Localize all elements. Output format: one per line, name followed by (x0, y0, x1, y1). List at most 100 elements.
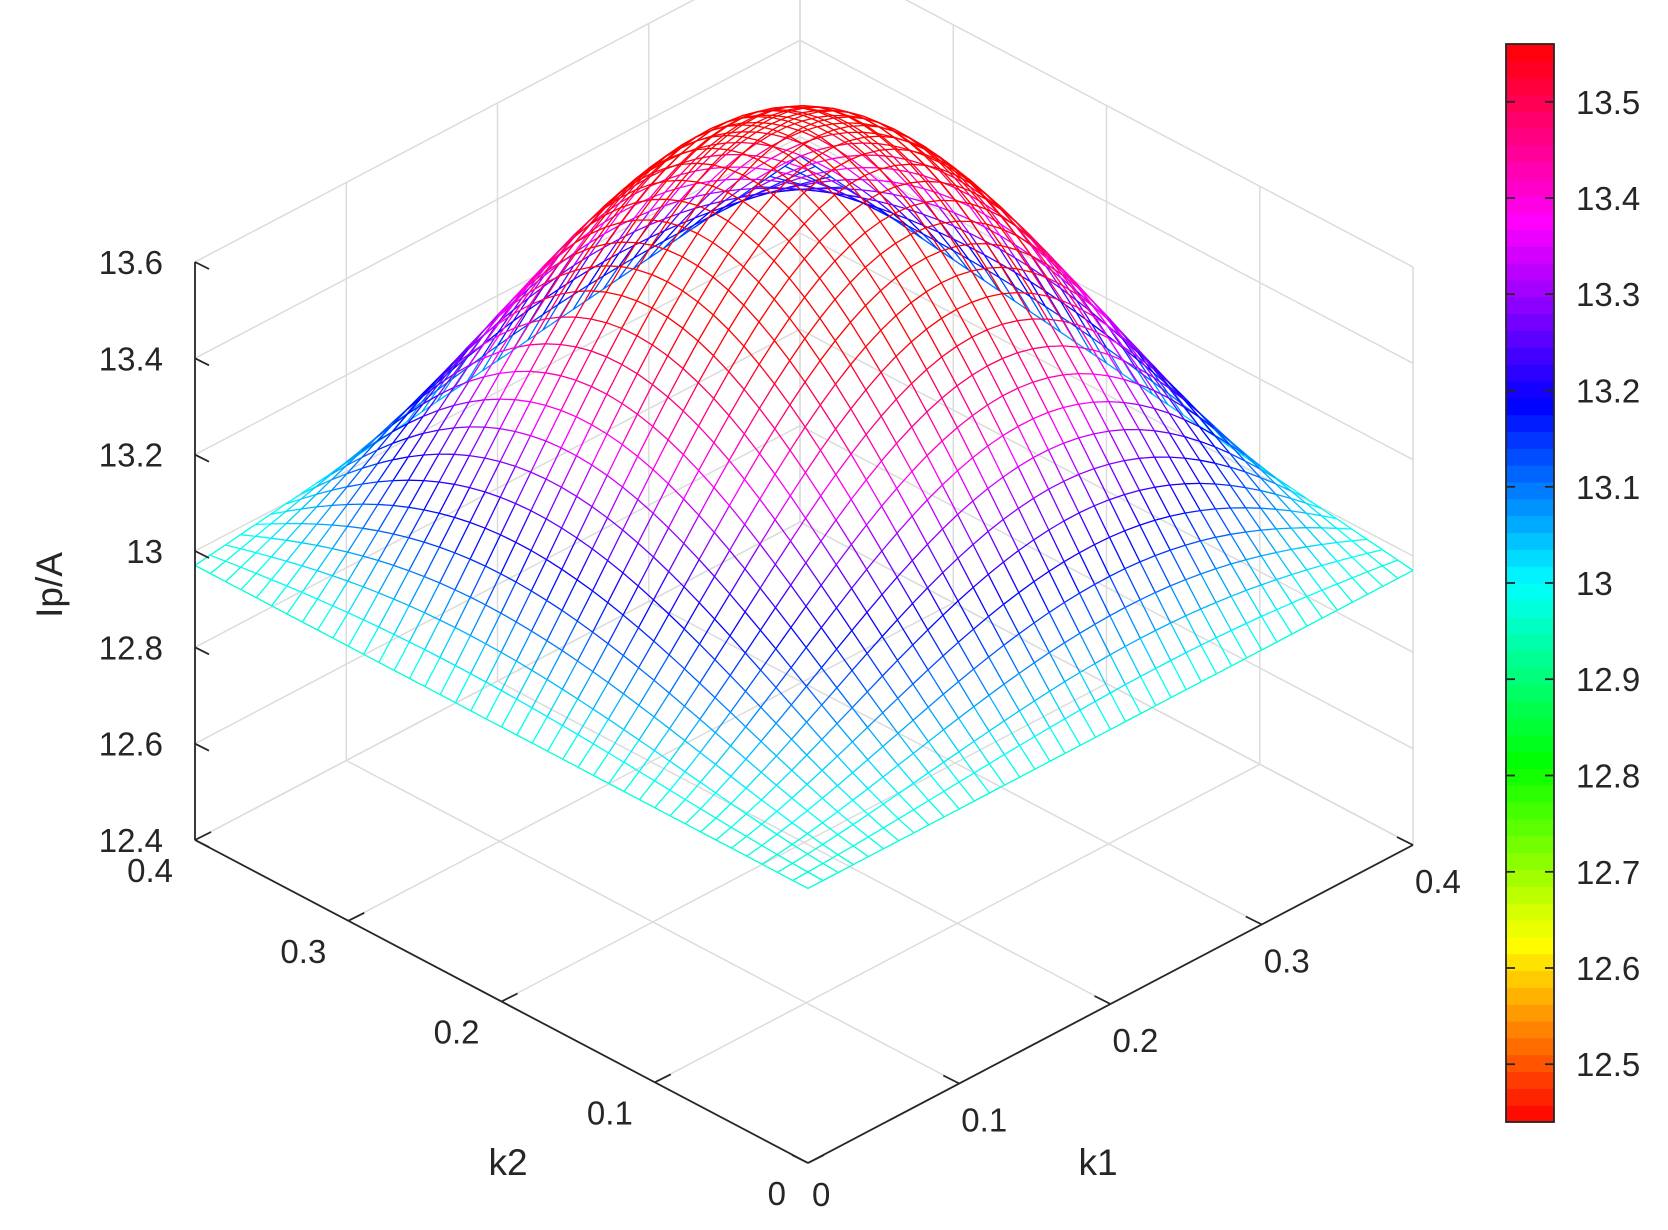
mesh-segment (664, 163, 681, 181)
mesh-segment (346, 450, 363, 466)
mesh-segment (393, 564, 410, 572)
mesh-segment (542, 275, 560, 300)
mesh-segment (973, 668, 990, 696)
mesh-segment (499, 466, 516, 498)
mesh-segment (407, 416, 424, 439)
mesh-segment (1259, 477, 1277, 495)
mesh-segment (973, 741, 990, 765)
mesh-segment (423, 512, 440, 543)
mesh-segment (922, 213, 939, 221)
mesh-segment (1106, 347, 1123, 360)
mesh-segment (271, 556, 287, 562)
mesh-segment (790, 627, 807, 648)
mesh-segment (833, 140, 850, 148)
mesh-segment (897, 719, 914, 734)
mesh-segment (638, 770, 655, 782)
mesh-segment (987, 531, 1004, 563)
mesh-segment (546, 725, 564, 752)
mesh-segment (361, 449, 378, 458)
mesh-segment (1062, 320, 1078, 326)
mesh-segment (666, 226, 683, 251)
mesh-segment (1078, 505, 1095, 514)
mesh-segment (515, 465, 532, 473)
mesh-segment (1107, 375, 1125, 403)
mesh-segment (894, 148, 911, 165)
colorbar-band (1506, 953, 1554, 971)
mesh-segment (1138, 383, 1155, 392)
wall-grid-line (194, 425, 801, 745)
mesh-segment (898, 782, 914, 795)
mesh-segment (1015, 225, 1033, 246)
mesh-segment (422, 409, 439, 434)
mesh-segment (969, 218, 985, 228)
mesh-segment (801, 126, 818, 133)
mesh-segment (943, 781, 960, 792)
colorbar-band (1506, 296, 1554, 315)
mesh-segment (785, 176, 802, 184)
mesh-segment (651, 249, 668, 275)
mesh-segment (1075, 326, 1092, 338)
colorbar-band (1506, 161, 1554, 180)
mesh-segment (1155, 585, 1171, 594)
mesh-segment (1259, 468, 1276, 479)
mesh-segment (938, 206, 955, 214)
mesh-segment (1138, 429, 1156, 458)
mesh-segment (682, 327, 699, 342)
mesh-segment (1153, 376, 1170, 389)
colorbar-band (1506, 835, 1554, 854)
mesh-segment (864, 192, 881, 203)
mesh-segment (438, 481, 455, 485)
mesh-segment (911, 369, 928, 385)
mesh-segment (604, 192, 621, 209)
mesh-segment (300, 486, 317, 495)
mesh-segment (881, 659, 898, 677)
mesh-segment (1229, 444, 1246, 462)
mesh-segment (789, 540, 807, 564)
mesh-segment (772, 109, 788, 113)
mesh-segment (561, 620, 578, 651)
mesh-segment (715, 775, 732, 794)
mesh-segment (560, 316, 577, 345)
mesh-segment (744, 524, 761, 545)
mesh-segment (316, 575, 334, 600)
mesh-segment (654, 807, 671, 817)
mesh-segment (745, 690, 762, 708)
mesh-segment (1107, 318, 1124, 339)
mesh-segment (1062, 407, 1080, 439)
mesh-segment (484, 372, 500, 378)
mesh-segment (941, 345, 958, 358)
mesh-segment (730, 826, 747, 837)
mesh-segment (545, 440, 562, 449)
mesh-segment (1214, 508, 1232, 535)
mesh-segment (604, 212, 620, 223)
mesh-segment (710, 142, 727, 157)
mesh-segment (588, 221, 605, 244)
mesh-segment (788, 240, 805, 260)
mesh-segment (847, 155, 863, 169)
mesh-segment (1274, 477, 1292, 492)
mesh-segment (942, 614, 959, 643)
mesh-segment (818, 240, 836, 262)
mesh-segment (1261, 641, 1278, 651)
mesh-segment (470, 673, 487, 683)
mesh-segment (957, 628, 974, 643)
mesh-segment (1216, 665, 1232, 675)
mesh-segment (746, 844, 763, 857)
colorbar-band (1506, 633, 1554, 651)
mesh-segment (225, 548, 242, 562)
mesh-segment (821, 687, 838, 706)
mesh-segment (848, 111, 865, 120)
mesh-segment (835, 607, 853, 631)
mesh-segment (588, 275, 604, 286)
mesh-segment (1259, 490, 1277, 510)
mesh-segment (790, 685, 807, 706)
mesh-segment (727, 289, 745, 306)
mesh-segment (925, 257, 942, 284)
mesh-segment (911, 515, 928, 545)
mesh-segment (666, 163, 682, 169)
colorbar-band (1506, 650, 1554, 668)
mesh-segment (514, 344, 531, 372)
mesh-segment (667, 327, 684, 357)
mesh-segment (623, 761, 640, 773)
mesh-segment (910, 163, 926, 166)
